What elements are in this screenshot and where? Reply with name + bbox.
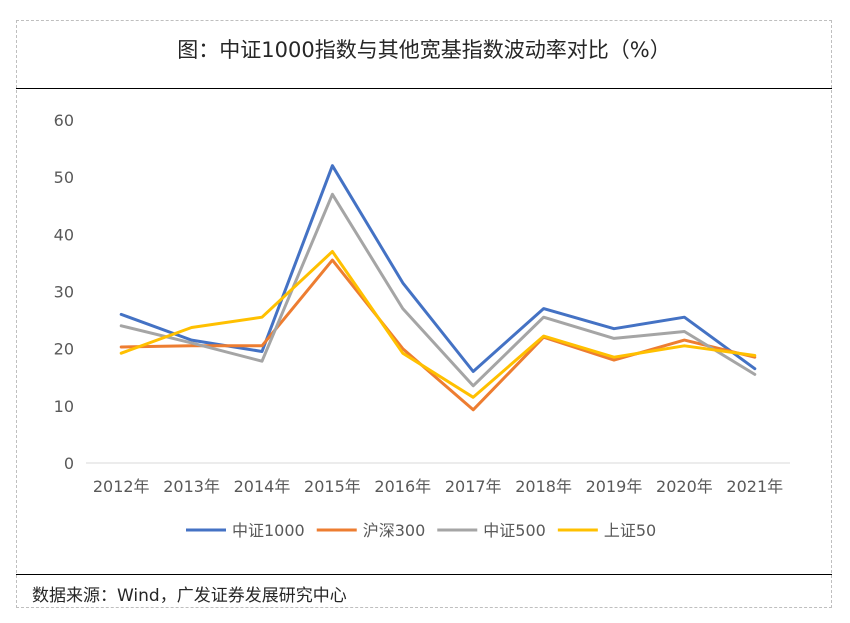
- legend-label: 上证50: [604, 521, 656, 540]
- legend-label: 中证1000: [232, 521, 305, 540]
- x-tick-label: 2018年: [515, 477, 572, 496]
- x-tick-label: 2015年: [304, 477, 361, 496]
- y-tick-label: 60: [54, 111, 74, 130]
- x-tick-label: 2014年: [234, 477, 291, 496]
- y-tick-label: 40: [54, 225, 74, 244]
- y-axis: 0 10 20 30 40 50 60: [54, 111, 74, 473]
- y-tick-label: 0: [64, 454, 74, 473]
- y-tick-label: 10: [54, 397, 74, 416]
- x-tick-label: 2016年: [374, 477, 431, 496]
- source-divider: [16, 574, 832, 575]
- chart-frame: [16, 20, 832, 608]
- x-tick-label: 2019年: [586, 477, 643, 496]
- x-tick-label: 2012年: [93, 477, 150, 496]
- legend-label: 中证500: [483, 521, 546, 540]
- x-tick-label: 2020年: [656, 477, 713, 496]
- title-divider: [16, 88, 832, 89]
- source-note: 数据来源：Wind，广发证券发展研究中心: [32, 586, 347, 606]
- series-lines: [119, 164, 757, 412]
- series-line-3: [119, 192, 757, 388]
- y-tick-label: 50: [54, 168, 74, 187]
- legend: 中证1000 沪深300 中证500 上证50: [186, 521, 656, 540]
- x-axis: 2012年 2013年 2014年 2015年 2016年 2017年 2018年 2019年…: [86, 462, 790, 496]
- chart-title: 图：中证1000指数与其他宽基指数波动率对比（%）: [177, 38, 671, 62]
- series-line-1: [119, 164, 757, 373]
- x-tick-label: 2021年: [726, 477, 783, 496]
- y-tick-label: 30: [54, 283, 74, 302]
- x-tick-label: 2013年: [163, 477, 220, 496]
- y-tick-label: 20: [54, 340, 74, 359]
- legend-label: 沪深300: [363, 521, 426, 540]
- x-tick-label: 2017年: [445, 477, 502, 496]
- series-line-4: [119, 250, 757, 399]
